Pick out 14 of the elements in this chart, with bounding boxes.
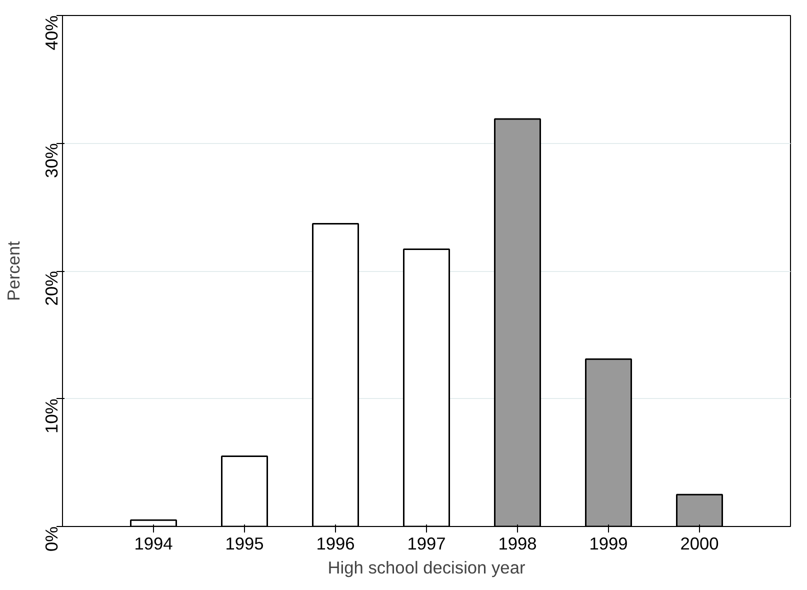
- x-tick-label: 2000: [680, 534, 719, 554]
- x-tick-label: 1996: [316, 534, 355, 554]
- y-tick-label: 40%: [42, 15, 62, 50]
- x-tick-label: 1997: [407, 534, 446, 554]
- x-axis-title: High school decision year: [328, 558, 526, 578]
- y-tick-label: 10%: [42, 398, 62, 434]
- y-axis-title: Percent: [4, 240, 24, 301]
- x-tick-label: 1995: [225, 534, 264, 554]
- x-tick-label: 1994: [134, 534, 174, 554]
- x-tick-label: 1999: [589, 534, 628, 554]
- y-tick-label: 0%: [42, 526, 62, 552]
- y-tick-label: 20%: [42, 270, 62, 306]
- y-tick-label: 30%: [42, 143, 62, 178]
- x-tick-label: 1998: [498, 534, 537, 554]
